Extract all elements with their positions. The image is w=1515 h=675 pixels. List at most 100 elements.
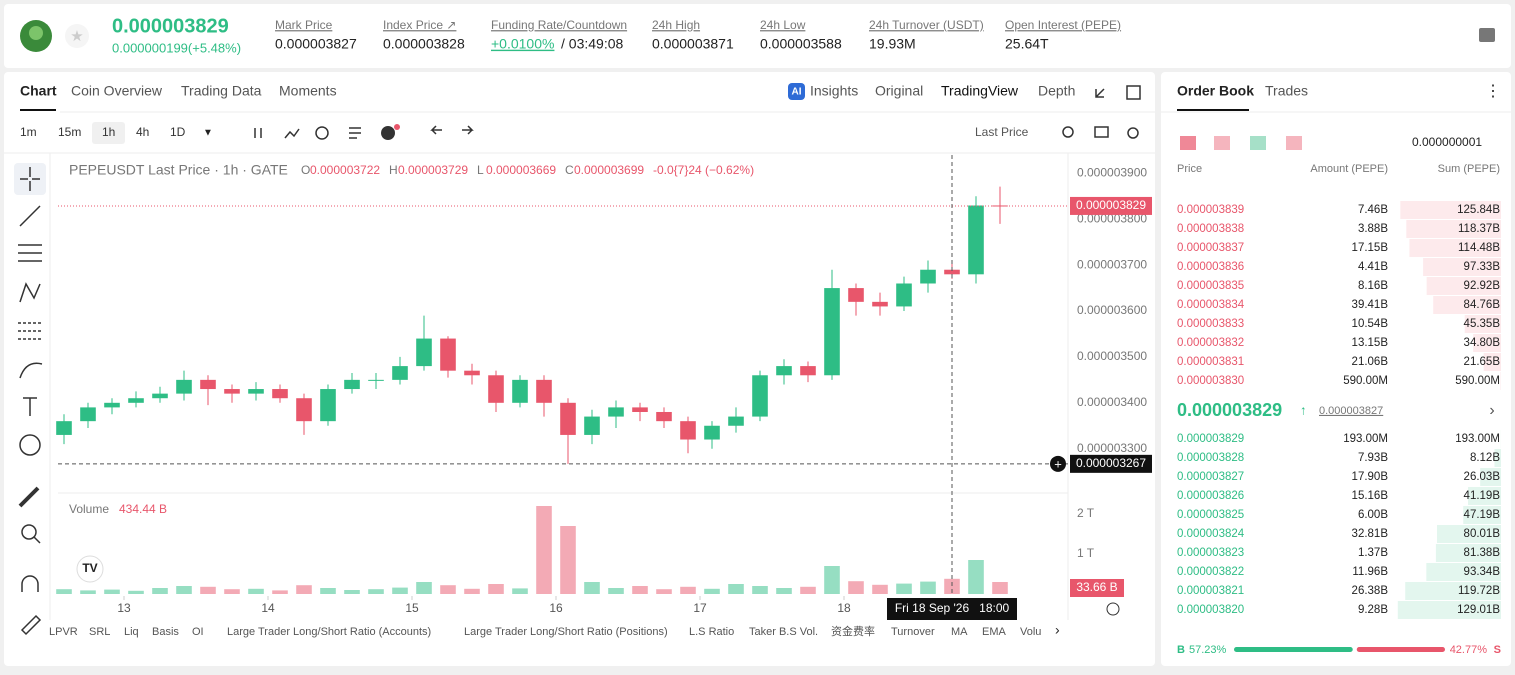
indicator-tab[interactable]: Large Trader Long/Short Ratio (Positions…: [464, 626, 668, 638]
ob-sum: 118.37B: [1458, 223, 1500, 235]
chevron[interactable]: ›: [1489, 402, 1494, 419]
view-tab[interactable]: Depth: [1038, 83, 1075, 99]
x-tick-label: 16: [549, 601, 563, 615]
ob-price[interactable]: 0.000003824: [1177, 528, 1245, 540]
volume-bar: [512, 588, 528, 594]
stat-label: Mark Price: [275, 18, 333, 32]
ob-amount: 11.96B: [1352, 566, 1388, 578]
view-tab[interactable]: Insights: [810, 83, 858, 99]
ob-price[interactable]: 0.000003831: [1177, 356, 1244, 368]
view-both[interactable]: [1180, 136, 1196, 150]
star-icon[interactable]: ★: [70, 28, 83, 45]
ob-price[interactable]: 0.000003833: [1177, 318, 1244, 330]
ob-price[interactable]: 0.000003829: [1177, 433, 1244, 445]
view-asks[interactable]: [1214, 136, 1230, 150]
header-price: 0.000003829: [112, 15, 229, 37]
ai-icon-text: AI: [792, 87, 802, 98]
ob-price[interactable]: 0.000003826: [1177, 490, 1244, 502]
buy-label: B: [1177, 644, 1185, 656]
precision[interactable]: 0.000000001: [1412, 135, 1482, 149]
candle-body: [968, 205, 984, 274]
indicator-tab[interactable]: SRL: [89, 626, 110, 638]
ob-price[interactable]: 0.000003837: [1177, 242, 1244, 254]
chart-tab[interactable]: Coin Overview: [71, 83, 163, 99]
chart-tab[interactable]: Trading Data: [181, 83, 262, 99]
ob-amount: 6.00B: [1358, 509, 1388, 521]
ob-price[interactable]: 0.000003822: [1177, 566, 1244, 578]
candle-body: [536, 380, 552, 403]
ob-sum: 193.00M: [1455, 433, 1500, 445]
candle-body: [824, 288, 840, 375]
more-icon[interactable]: ⋮: [1485, 83, 1501, 100]
ob-price[interactable]: 0.000003830: [1177, 375, 1244, 387]
candle-body: [920, 270, 936, 284]
view-bids[interactable]: [1250, 136, 1266, 150]
ob-sum: 590.00M: [1455, 375, 1500, 387]
candle-body: [368, 380, 384, 381]
ob-amount: 1.37B: [1358, 547, 1388, 559]
chart-tab[interactable]: Chart: [20, 83, 57, 99]
col-amount: Amount (PEPE): [1310, 163, 1388, 175]
y-tick-label: 0.000003600: [1077, 303, 1147, 317]
view-tab[interactable]: TradingView: [941, 83, 1019, 99]
volume-bar: [608, 588, 624, 594]
ob-price[interactable]: 0.000003821: [1177, 585, 1244, 597]
ob-price[interactable]: 0.000003820: [1177, 604, 1244, 616]
ob-price[interactable]: 0.000003823: [1177, 547, 1244, 559]
ob-price[interactable]: 0.000003828: [1177, 452, 1244, 464]
view-mode[interactable]: [1286, 136, 1302, 150]
interval[interactable]: 1D: [170, 125, 186, 139]
ob-price[interactable]: 0.000003834: [1177, 299, 1245, 311]
volume-bar: [992, 582, 1008, 594]
x-tick-label: 14: [261, 601, 275, 615]
indicator-tab[interactable]: Liq: [124, 626, 139, 638]
dropdown-arrow[interactable]: ▼: [203, 128, 213, 139]
indicator-tab[interactable]: L.S Ratio: [689, 626, 734, 638]
ob-price[interactable]: 0.000003825: [1177, 509, 1244, 521]
scroll-right[interactable]: ›: [1055, 622, 1060, 638]
ob-tab[interactable]: Order Book: [1177, 83, 1254, 99]
stat-label: 24h Low: [760, 18, 806, 32]
ob-amount: 32.81B: [1352, 528, 1389, 540]
legend-value: 0.000003729: [398, 163, 468, 177]
tv-logo: TV: [82, 561, 97, 575]
indicator-tab[interactable]: Turnover: [891, 626, 935, 638]
legend-value: 0.000003669: [486, 163, 556, 177]
ob-price[interactable]: 0.000003835: [1177, 280, 1244, 292]
ob-tab[interactable]: Trades: [1265, 83, 1308, 99]
ob-price[interactable]: 0.000003827: [1177, 471, 1244, 483]
candle-body: [320, 389, 336, 421]
ob-price[interactable]: 0.000003836: [1177, 261, 1244, 273]
interval[interactable]: 1m: [20, 125, 37, 139]
volume-bar: [776, 588, 792, 594]
ob-price[interactable]: 0.000003838: [1177, 223, 1244, 235]
crosshair-plus-sign[interactable]: +: [1054, 456, 1062, 471]
price-source[interactable]: Last Price: [975, 125, 1029, 139]
volume-bar: [920, 582, 936, 594]
view-tab[interactable]: Original: [875, 83, 923, 99]
stat-label: 24h Turnover (USDT): [869, 18, 984, 32]
indicator-tab[interactable]: Large Trader Long/Short Ratio (Accounts): [227, 626, 431, 638]
interval[interactable]: 15m: [58, 125, 81, 139]
indicator-tab[interactable]: Volu: [1020, 626, 1041, 638]
indicator-add[interactable]: [381, 126, 395, 140]
legend-key: L: [477, 163, 484, 177]
indicator-tab[interactable]: EMA: [982, 626, 1007, 638]
volume-bar: [440, 585, 456, 594]
ob-price[interactable]: 0.000003832: [1177, 337, 1244, 349]
indicator-tab[interactable]: LPVR: [49, 626, 78, 638]
indicator-tab[interactable]: Basis: [152, 626, 179, 638]
indicator-tab[interactable]: Taker B.S Vol.: [749, 626, 818, 638]
interval[interactable]: 1h: [102, 125, 115, 139]
indicator-tab[interactable]: 资金费率: [831, 624, 875, 638]
up-arrow: ↑: [1300, 402, 1307, 417]
chart-tab[interactable]: Moments: [279, 83, 337, 99]
indicator-tab[interactable]: MA: [951, 626, 968, 638]
candle-body: [200, 380, 216, 389]
candle-body: [104, 403, 120, 408]
ob-sum: 8.12B: [1470, 452, 1500, 464]
interval[interactable]: 4h: [136, 125, 149, 139]
menu-icon[interactable]: [1479, 28, 1495, 42]
indicator-tab[interactable]: OI: [192, 626, 204, 638]
ob-price[interactable]: 0.000003839: [1177, 204, 1244, 216]
